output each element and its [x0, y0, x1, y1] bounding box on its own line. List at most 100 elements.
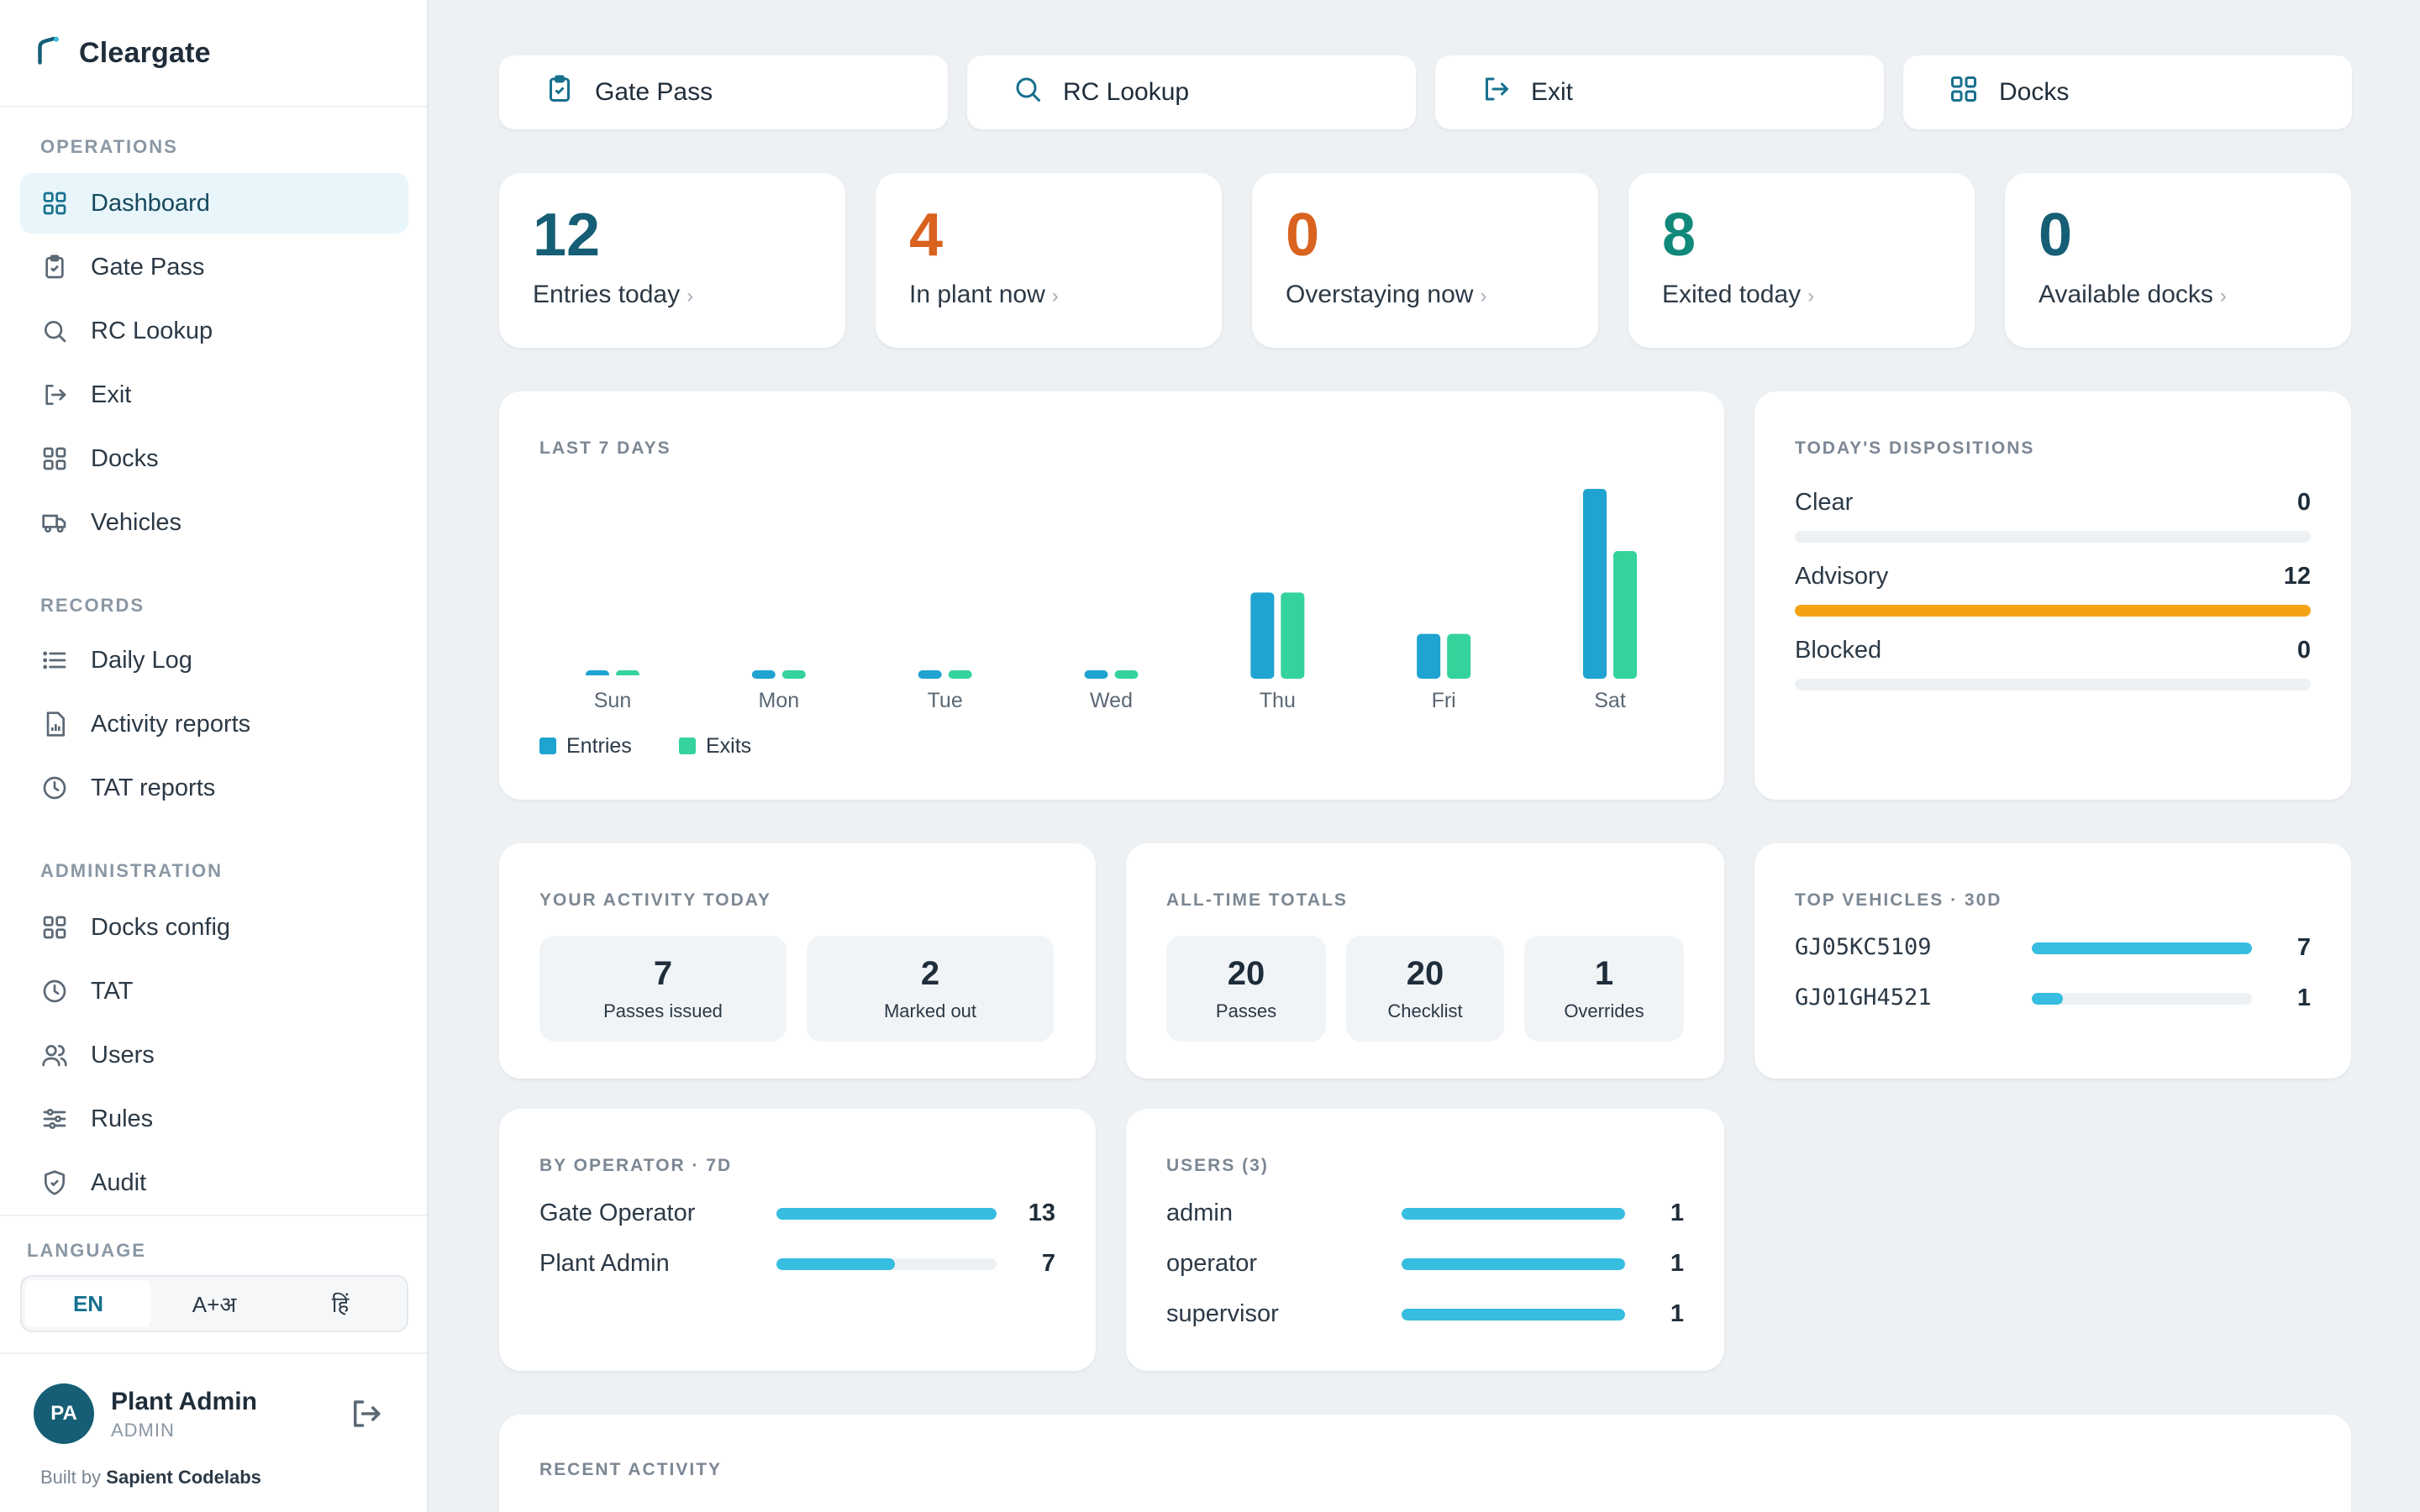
- sidebar-item-rc-lookup[interactable]: RC Lookup: [20, 301, 408, 361]
- vehicle-bar-fill: [2032, 942, 2252, 954]
- sidebar-item-tat-reports[interactable]: TAT reports: [20, 758, 408, 818]
- x-tick-label: Mon: [759, 689, 800, 712]
- built-by-company[interactable]: Sapient Codelabs: [106, 1467, 261, 1488]
- user-name: operator: [1166, 1250, 1258, 1277]
- quick-action-label: RC Lookup: [1063, 78, 1190, 106]
- user-row[interactable]: supervisor 1: [1166, 1297, 1684, 1331]
- stat-card-entries-today[interactable]: 12 Entries today ›: [499, 173, 845, 348]
- total-tile-overrides[interactable]: 1 Overrides: [1524, 936, 1684, 1042]
- operator-row[interactable]: Plant Admin 7: [539, 1247, 1055, 1280]
- disposition-bar-fill: [1795, 605, 2311, 617]
- quick-action-docks[interactable]: Docks: [1903, 55, 2352, 129]
- disposition-value: 0: [2296, 489, 2311, 516]
- stat-card-in-plant-now[interactable]: 4 In plant now ›: [876, 173, 1222, 348]
- stat-card-overstaying-now[interactable]: 0 Overstaying now ›: [1252, 173, 1598, 348]
- x-tick-label: Wed: [1090, 689, 1133, 712]
- tile-value: 1: [1594, 955, 1614, 992]
- activity-tile-marked-out[interactable]: 2 Marked out: [807, 936, 1054, 1042]
- last-7-days-chart: Sun Mon Tue Wed Thu Fri Sat Entries Exits: [499, 489, 1724, 758]
- sidebar-item-docks-config[interactable]: Docks config: [20, 897, 408, 958]
- bar-exits-mon[interactable]: [781, 670, 806, 679]
- vehicle-row[interactable]: GJ01GH4521 1: [1795, 981, 2311, 1015]
- user-row[interactable]: admin 1: [1166, 1196, 1684, 1230]
- disposition-label: Advisory: [1795, 563, 1889, 590]
- sidebar-item-label: Vehicles: [91, 508, 182, 536]
- avatar[interactable]: PA: [34, 1383, 94, 1444]
- sidebar-item-audit[interactable]: Audit: [20, 1152, 408, 1213]
- bar-exits-fri[interactable]: [1447, 633, 1471, 679]
- activity-tile-passes-issued[interactable]: 7 Passes issued: [539, 936, 786, 1042]
- user-count: 1: [1670, 1250, 1684, 1277]
- logout-button[interactable]: [348, 1396, 383, 1431]
- vehicle-row[interactable]: GJ05KC5109 7: [1795, 931, 2311, 964]
- card-title: ALL-TIME TOTALS: [1166, 890, 1348, 910]
- language-option-hindi[interactable]: हिं: [331, 1292, 350, 1317]
- vehicle-count: 7: [2296, 934, 2311, 961]
- total-tile-passes[interactable]: 20 Passes: [1166, 936, 1326, 1042]
- bar-entries-fri[interactable]: [1417, 633, 1441, 679]
- bar-entries-wed[interactable]: [1084, 670, 1108, 679]
- x-tick-label: Thu: [1260, 689, 1296, 712]
- tile-label: Checklist: [1387, 1000, 1463, 1021]
- user-bar-track: [1402, 1208, 1625, 1220]
- language-option-en[interactable]: EN: [25, 1280, 151, 1327]
- sidebar-item-label: TAT: [91, 977, 134, 1005]
- bar-entries-tue[interactable]: [918, 670, 942, 679]
- language-option-bilingual[interactable]: A+अ: [192, 1292, 237, 1317]
- tile-label: Passes: [1215, 1000, 1277, 1021]
- operator-bar-fill: [776, 1208, 997, 1220]
- operator-bar-track: [776, 1208, 997, 1220]
- your-activity-card: YOUR ACTIVITY TODAY 7 Passes issued 2 Ma…: [499, 843, 1096, 1079]
- sidebar-item-label: Dashboard: [91, 189, 210, 217]
- sidebar-item-daily-log[interactable]: Daily Log: [20, 630, 408, 690]
- operator-row[interactable]: Gate Operator 13: [539, 1196, 1055, 1230]
- quick-action-gate-pass[interactable]: Gate Pass: [499, 55, 948, 129]
- legend-label-entries[interactable]: Entries: [566, 734, 632, 758]
- sidebar-item-activity-reports[interactable]: Activity reports: [20, 694, 408, 754]
- sidebar-item-gate-pass[interactable]: Gate Pass: [20, 237, 408, 297]
- card-title: TOP VEHICLES · 30D: [1795, 890, 2002, 910]
- sidebar-item-users[interactable]: Users: [20, 1025, 408, 1085]
- legend-label-exits[interactable]: Exits: [706, 734, 751, 758]
- sidebar-item-tat[interactable]: TAT: [20, 961, 408, 1021]
- stat-card-available-docks[interactable]: 0 Available docks ›: [2005, 173, 2351, 348]
- user-row[interactable]: operator 1: [1166, 1247, 1684, 1280]
- stat-card-exited-today[interactable]: 8 Exited today ›: [1628, 173, 1975, 348]
- bar-exits-tue[interactable]: [948, 670, 972, 679]
- total-tile-checklist[interactable]: 20 Checklist: [1346, 936, 1504, 1042]
- section-title-language: LANGUAGE: [27, 1240, 146, 1261]
- disposition-bar-track: [1795, 605, 2311, 617]
- stat-value: 0: [1286, 202, 1320, 269]
- section-title-administration: ADMINISTRATION: [40, 860, 224, 881]
- logout-icon: [348, 1400, 383, 1435]
- top-vehicles-card: TOP VEHICLES · 30D GJ05KC5109 7 GJ01GH45…: [1754, 843, 2351, 1079]
- quick-action-exit[interactable]: Exit: [1435, 55, 1884, 129]
- sidebar-item-exit[interactable]: Exit: [20, 365, 408, 425]
- bar-entries-mon[interactable]: [751, 670, 776, 679]
- language-switcher: EN A+अ हिं: [20, 1275, 408, 1332]
- bar-entries-thu[interactable]: [1250, 592, 1275, 679]
- sidebar-item-rules[interactable]: Rules: [20, 1089, 408, 1149]
- operator-bar-track: [776, 1258, 997, 1270]
- clipboard-check-icon: [544, 74, 575, 111]
- grid-icon: [1949, 74, 1979, 111]
- bar-exits-wed[interactable]: [1114, 670, 1139, 679]
- bar-exits-thu[interactable]: [1281, 592, 1305, 679]
- quick-action-rc-lookup[interactable]: RC Lookup: [967, 55, 1416, 129]
- disposition-row-blocked: Blocked 0: [1795, 637, 2311, 690]
- sidebar-item-dashboard[interactable]: Dashboard: [20, 173, 408, 234]
- stat-label: Available docks ›: [2039, 281, 2227, 309]
- bar-entries-sat[interactable]: [1583, 489, 1607, 679]
- user-bar-fill: [1402, 1258, 1625, 1270]
- sidebar-item-docks[interactable]: Docks: [20, 428, 408, 489]
- sliders-icon: [40, 1105, 69, 1133]
- disposition-bar-track: [1795, 679, 2311, 690]
- user-name: supervisor: [1166, 1300, 1279, 1327]
- dispositions-card: TODAY'S DISPOSITIONS Clear 0 Advisory 12…: [1754, 391, 2351, 800]
- stat-value: 12: [533, 202, 601, 269]
- sidebar-item-label: Daily Log: [91, 646, 192, 674]
- brand[interactable]: Cleargate: [0, 0, 427, 108]
- bar-exits-sat[interactable]: [1613, 551, 1637, 679]
- sidebar-item-vehicles[interactable]: Vehicles: [20, 492, 408, 553]
- list-icon: [40, 646, 69, 675]
